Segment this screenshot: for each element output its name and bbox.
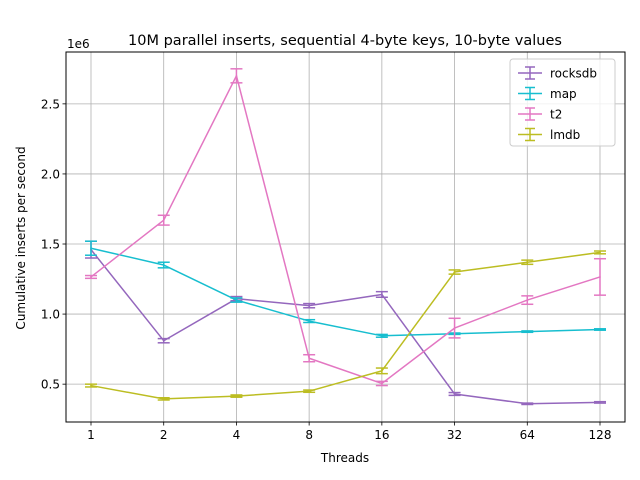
data-point xyxy=(599,328,601,331)
data-point xyxy=(381,382,383,385)
data-point xyxy=(235,299,238,301)
legend-item-rocksdb: rocksdb xyxy=(518,66,597,81)
data-point xyxy=(381,370,383,372)
x-axis-label: Threads xyxy=(320,451,369,465)
y-tick-label: 2.5 xyxy=(41,97,60,111)
x-tick-label: 4 xyxy=(233,428,241,442)
legend-item-lmdb: lmdb xyxy=(518,127,580,142)
data-point xyxy=(162,264,165,266)
legend-item-t2: t2 xyxy=(518,107,562,122)
series-t2 xyxy=(85,68,606,387)
series-map xyxy=(85,240,606,338)
y-tick-label: 0.5 xyxy=(41,378,60,392)
x-tick-label: 2 xyxy=(160,428,168,442)
plot-frame xyxy=(65,51,626,423)
legend-label: rocksdb xyxy=(550,67,597,81)
data-point xyxy=(526,402,529,405)
data-point xyxy=(162,339,165,342)
data-point xyxy=(162,398,165,400)
series-rocksdb xyxy=(85,240,606,406)
y-tick-label: 1.0 xyxy=(41,308,60,322)
data-point xyxy=(308,320,310,322)
x-tick-label: 128 xyxy=(589,428,612,442)
x-tick-label: 16 xyxy=(374,428,389,442)
y-tick-label: 2.0 xyxy=(41,167,60,181)
legend-label: map xyxy=(550,87,577,101)
data-point xyxy=(235,395,238,397)
data-point xyxy=(381,293,383,296)
data-point xyxy=(599,401,601,404)
x-tick-label: 8 xyxy=(305,428,313,442)
series-line xyxy=(90,251,601,400)
legend-item-map: map xyxy=(518,86,577,101)
data-point xyxy=(308,304,310,307)
data-point xyxy=(381,335,383,337)
data-point xyxy=(453,327,456,329)
data-point xyxy=(526,330,529,333)
series-line xyxy=(90,247,601,337)
series-line xyxy=(90,249,601,405)
data-point xyxy=(526,299,529,301)
data-point xyxy=(453,393,456,395)
y-axis-offset-label: 1e6 xyxy=(67,37,90,51)
data-point xyxy=(235,75,238,77)
chart-title: 10M parallel inserts, sequential 4-byte … xyxy=(128,33,562,49)
x-tick-label: 32 xyxy=(447,428,462,442)
legend-label: t2 xyxy=(550,108,562,122)
x-tick-label: 1 xyxy=(87,428,95,442)
data-point xyxy=(453,271,456,273)
series-line xyxy=(90,75,601,385)
data-point xyxy=(90,384,92,387)
data-point xyxy=(308,357,310,360)
series-lmdb xyxy=(85,250,606,401)
data-point xyxy=(308,390,310,392)
legend-frame xyxy=(509,58,616,147)
data-point xyxy=(599,276,601,278)
data-point xyxy=(162,219,165,221)
ticks: 1 2 4 8 16 32 64 128 0.5 1.0 1.5 2.0 2.5 xyxy=(41,97,612,442)
legend-label: lmdb xyxy=(550,128,580,142)
y-axis-label: Cumulative inserts per second xyxy=(14,146,28,329)
legend: rocksdb map t2 lmdb xyxy=(509,58,616,147)
y-tick-label: 1.5 xyxy=(41,238,60,252)
data-point xyxy=(526,261,529,264)
x-tick-label: 64 xyxy=(520,428,535,442)
data-point xyxy=(90,247,92,250)
data-point xyxy=(599,251,601,254)
data-point xyxy=(90,276,92,278)
series-layer xyxy=(85,68,606,406)
